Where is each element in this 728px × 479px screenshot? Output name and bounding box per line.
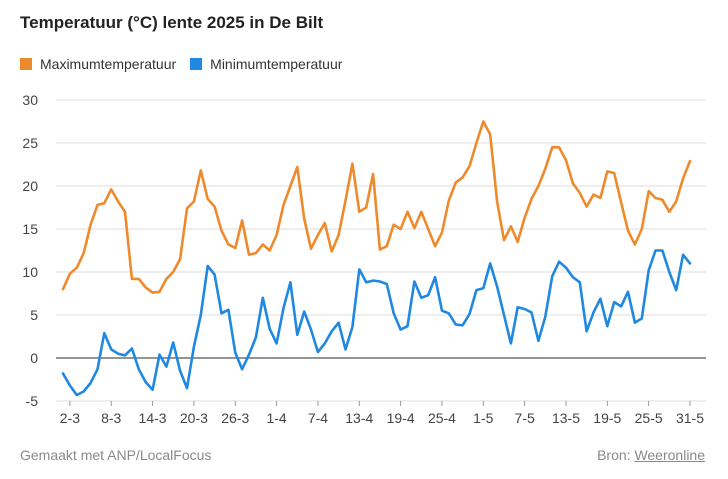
- y-tick-label: 10: [22, 264, 38, 280]
- x-tick-label: 7-4: [308, 410, 328, 426]
- series-line-min: [61, 249, 692, 397]
- y-tick-label: 15: [22, 221, 38, 237]
- y-tick-label: 5: [30, 307, 38, 323]
- legend-swatch-min: [190, 58, 203, 70]
- x-tick-label: 14-3: [139, 410, 167, 426]
- chart-title: Temperatuur (°C) lente 2025 in De Bilt: [20, 13, 324, 32]
- legend-item-min[interactable]: Minimumtemperatuur: [190, 56, 342, 72]
- x-tick-label: 20-3: [180, 410, 208, 426]
- x-tick-label: 19-4: [387, 410, 415, 426]
- series-line-max: [61, 120, 692, 294]
- y-axis-ticks: -5 0 5 10 15 20 25 30: [22, 92, 38, 409]
- x-axis-ticks: 2-3 8-3 14-3 20-3 26-3 1-4 7-4 13-4 19-4 25-4 1-5 7…: [60, 401, 704, 426]
- x-tick-label: 13-4: [345, 410, 373, 426]
- x-tick-label: 13-5: [552, 410, 580, 426]
- legend: Maximumtemperatuur Minimumtemperatuur: [20, 56, 356, 72]
- y-tick-label: -5: [26, 393, 39, 409]
- y-tick-label: 30: [22, 92, 38, 108]
- grid-layer: [56, 99, 706, 402]
- x-tick-label: 19-5: [593, 410, 621, 426]
- footer-credit: Gemaakt met ANP/LocalFocus: [20, 447, 212, 463]
- y-tick-label: 0: [30, 350, 38, 366]
- x-tick-label: 7-5: [515, 410, 535, 426]
- y-tick-label: 25: [22, 135, 38, 151]
- x-tick-label: 1-5: [473, 410, 493, 426]
- x-tick-label: 1-4: [266, 410, 286, 426]
- source-link[interactable]: Weeronline: [634, 447, 705, 463]
- legend-label-max: Maximumtemperatuur: [40, 56, 177, 72]
- y-tick-label: 20: [22, 178, 38, 194]
- x-tick-label: 25-5: [635, 410, 663, 426]
- x-tick-label: 2-3: [60, 410, 80, 426]
- footer-source: Bron: Weeronline: [597, 447, 705, 463]
- x-tick-label: 26-3: [221, 410, 249, 426]
- source-label: Bron:: [597, 447, 631, 463]
- series-layer: [61, 120, 692, 397]
- x-tick-label: 8-3: [101, 410, 121, 426]
- x-tick-label: 25-4: [428, 410, 456, 426]
- legend-swatch-max: [20, 58, 32, 70]
- x-tick-label: 31-5: [676, 410, 704, 426]
- legend-item-max[interactable]: Maximumtemperatuur: [20, 56, 176, 72]
- legend-label-min: Minimumtemperatuur: [210, 56, 343, 72]
